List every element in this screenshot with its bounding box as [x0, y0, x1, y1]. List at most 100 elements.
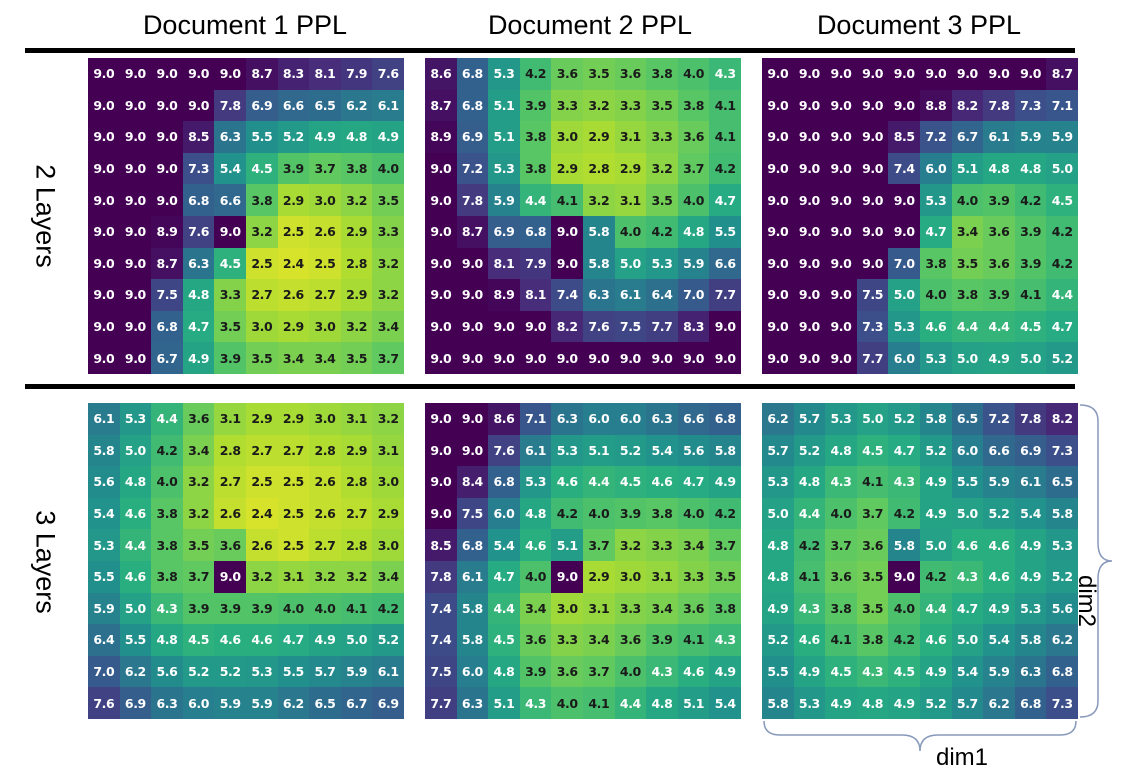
heatmap-cell: 4.8 [825, 434, 857, 467]
heatmap-cell: 6.3 [551, 403, 583, 435]
heatmap-cell: 9.0 [456, 310, 489, 343]
heatmap-cell: 9.0 [425, 310, 457, 343]
heatmap-cell: 4.7 [677, 466, 710, 498]
heatmap-cell: 6.1 [519, 434, 552, 467]
heatmap-cell: 2.9 [277, 403, 310, 435]
heatmap-cell: 9.0 [583, 342, 615, 374]
heatmap-2-layers-document-1: 9.0 9.0 9.0 9.0 9.0 8.7 8.3 8.1 7.9 7.6 9.0 9.0 9.0 9… [88, 58, 404, 374]
heatmap-cell: 4.4 [920, 592, 952, 625]
heatmap-cell: 4.5 [1046, 184, 1078, 216]
heatmap-cell: 3.0 [551, 592, 583, 625]
heatmap-cell: 4.1 [340, 592, 373, 625]
heatmap-cell: 6.8 [1014, 687, 1047, 719]
heatmap-cell: 9.0 [88, 310, 120, 343]
heatmap-cell: 4.0 [551, 687, 583, 719]
heatmap-cell: 4.5 [856, 434, 889, 467]
heatmap-cell: 8.7 [425, 89, 457, 122]
heatmap-cell: 5.8 [762, 687, 794, 719]
heatmap-cell: 9.0 [793, 279, 826, 311]
heatmap-cell: 3.2 [246, 561, 278, 593]
heatmap-cell: 6.6 [709, 247, 741, 280]
heatmap-cell: 9.0 [762, 216, 794, 248]
heatmap-cell: 3.4 [182, 434, 215, 467]
heatmap-cell: 3.9 [1014, 247, 1047, 280]
heatmap-cell: 3.0 [309, 310, 341, 343]
heatmap-cell: 3.7 [309, 152, 341, 185]
heatmap-cell: 5.0 [1014, 342, 1047, 374]
heatmap-cell: 4.6 [519, 529, 552, 561]
heatmap-cell: 2.9 [340, 216, 373, 248]
heatmap-cell: 4.9 [309, 121, 341, 153]
heatmap-cell: 5.3 [246, 655, 278, 688]
heatmap-cell: 6.4 [88, 624, 120, 656]
heatmap-cell: 3.2 [340, 310, 373, 343]
heatmap-cell: 3.9 [214, 592, 246, 625]
heatmap-cell: 2.4 [277, 247, 310, 280]
heatmap-cell: 2.9 [372, 497, 404, 530]
heatmap-cell: 5.3 [488, 152, 520, 185]
heatmap-cell: 4.3 [888, 466, 920, 498]
heatmap-cell: 2.7 [246, 434, 278, 467]
heatmap-cell: 5.7 [793, 403, 826, 435]
heatmap-cell: 4.7 [709, 184, 741, 216]
heatmap-cell: 8.7 [151, 247, 183, 280]
heatmap-cell: 4.2 [888, 497, 920, 530]
heatmap-cell: 5.5 [762, 655, 794, 688]
heatmap-cell: 3.6 [614, 624, 647, 656]
heatmap-cell: 6.3 [214, 121, 246, 153]
heatmap-cell: 9.0 [182, 89, 215, 122]
row-label-2-layers: 2 Layers [30, 164, 61, 268]
heatmap-cell: 9.0 [762, 89, 794, 122]
heatmap-cell: 3.4 [309, 342, 341, 374]
heatmap-cell: 4.0 [614, 216, 647, 248]
heatmap-cell: 2.7 [214, 466, 246, 498]
heatmap-cell: 2.9 [583, 561, 615, 593]
heatmap-cell: 6.3 [182, 247, 215, 280]
heatmap-cell: 5.2 [762, 624, 794, 656]
heatmap-cell: 4.2 [920, 561, 952, 593]
heatmap-cell: 8.6 [425, 58, 457, 90]
heatmap-cell: 4.4 [151, 403, 183, 435]
heatmap-cell: 7.4 [425, 592, 457, 625]
heatmap-cell: 3.7 [825, 529, 857, 561]
heatmap-cell: 9.0 [856, 152, 889, 185]
heatmap-cell: 5.5 [709, 216, 741, 248]
heatmap-cell: 4.5 [1014, 310, 1047, 343]
heatmap-cell: 4.0 [677, 497, 710, 530]
heatmap-cell: 3.6 [551, 655, 583, 688]
heatmap-cell: 9.0 [551, 247, 583, 280]
heatmap-cell: 5.0 [119, 434, 152, 467]
heatmap-cell: 4.1 [709, 121, 741, 153]
heatmap-cell: 3.5 [246, 342, 278, 374]
heatmap-cell: 2.9 [246, 403, 278, 435]
heatmap-cell: 8.3 [277, 58, 310, 90]
heatmap-cell: 9.0 [214, 58, 246, 90]
heatmap-cell: 3.2 [246, 216, 278, 248]
heatmap-cell: 5.1 [951, 152, 984, 185]
heatmap-cell: 4.8 [519, 497, 552, 530]
heatmap-cell: 6.0 [951, 434, 984, 467]
heatmap-cell: 3.9 [983, 279, 1015, 311]
heatmap-cell: 5.4 [951, 655, 984, 688]
heatmap-cell: 2.9 [583, 121, 615, 153]
heatmap-cell: 4.5 [246, 152, 278, 185]
heatmap-cell: 9.0 [456, 342, 489, 374]
heatmap-cell: 2.6 [309, 497, 341, 530]
dim1-brace [763, 720, 1077, 752]
heatmap-cell: 5.6 [677, 434, 710, 467]
heatmap-cell: 4.4 [793, 497, 826, 530]
heatmap-cell: 2.9 [551, 152, 583, 185]
heatmap-cell: 3.8 [677, 89, 710, 122]
heatmap-cell: 9.0 [119, 310, 152, 343]
heatmap-cell: 4.3 [856, 655, 889, 688]
heatmap-cell: 6.3 [151, 687, 183, 719]
heatmap-cell: 4.8 [182, 279, 215, 311]
heatmap-cell: 6.8 [709, 403, 741, 435]
heatmap-cell: 3.8 [920, 247, 952, 280]
heatmap-cell: 6.9 [1014, 434, 1047, 467]
heatmap-cell: 9.0 [88, 58, 120, 90]
heatmap-cell: 6.0 [182, 687, 215, 719]
heatmap-cell: 5.2 [277, 121, 310, 153]
heatmap-cell: 8.2 [1046, 403, 1078, 435]
heatmap-cell: 4.6 [920, 624, 952, 656]
